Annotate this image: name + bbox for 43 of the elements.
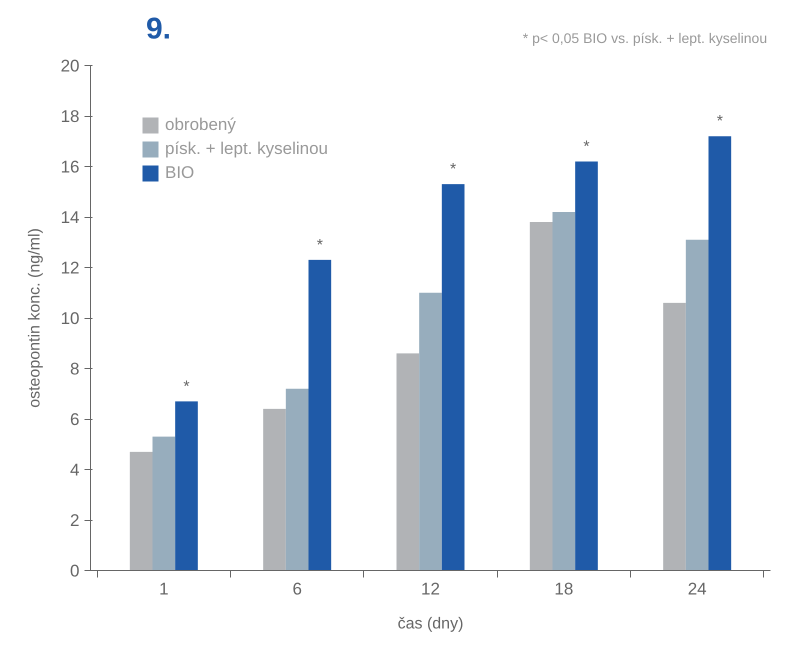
y-axis-title: osteopontin konc. (ng/ml) [26,228,44,408]
y-tick-label: 0 [70,562,80,580]
bar [130,452,152,570]
bar [530,222,552,570]
annotation: * [450,161,456,178]
annotation: * [716,113,723,130]
x-tick-label: 6 [292,580,302,598]
text: * p< 0,05 BIO vs. písk. + lept. kyselinou [522,30,768,46]
text: 9. [146,12,172,46]
y-tick-label: 8 [70,360,80,378]
y-tick-label: 20 [60,56,80,76]
bar [552,212,576,570]
bar [663,302,686,570]
bar [396,353,420,570]
bar [286,388,308,570]
y-tick-label: 10 [60,309,80,328]
bar [308,260,332,570]
bar [575,161,598,570]
legend-label: písk. + lept. kyselinou [165,139,328,159]
bar [175,401,198,570]
y-tick-label: 12 [60,258,80,278]
bar [442,184,464,570]
y-tick-label: 18 [60,107,80,126]
x-tick-label: 18 [554,580,574,598]
bar [686,240,708,570]
x-tick-label: 1 [159,580,169,598]
x-tick-label: 24 [688,580,707,598]
annotation: * [583,138,590,156]
y-tick-label: 16 [60,158,80,176]
y-tick-label: 4 [70,460,80,480]
bar [152,436,176,570]
x-axis-title: čas (dny) [398,616,464,632]
y-tick-label: 14 [60,208,80,227]
y-tick-label: 2 [70,511,80,530]
annotation: * [183,378,190,396]
bar [419,292,442,570]
legend-label: obrobený [165,115,236,135]
annotation: * [316,236,323,254]
y-tick-label: 6 [70,410,80,429]
x-tick-label: 12 [421,580,440,598]
bar [708,136,732,570]
bar [263,408,286,570]
legend-label: BIO [165,163,194,183]
